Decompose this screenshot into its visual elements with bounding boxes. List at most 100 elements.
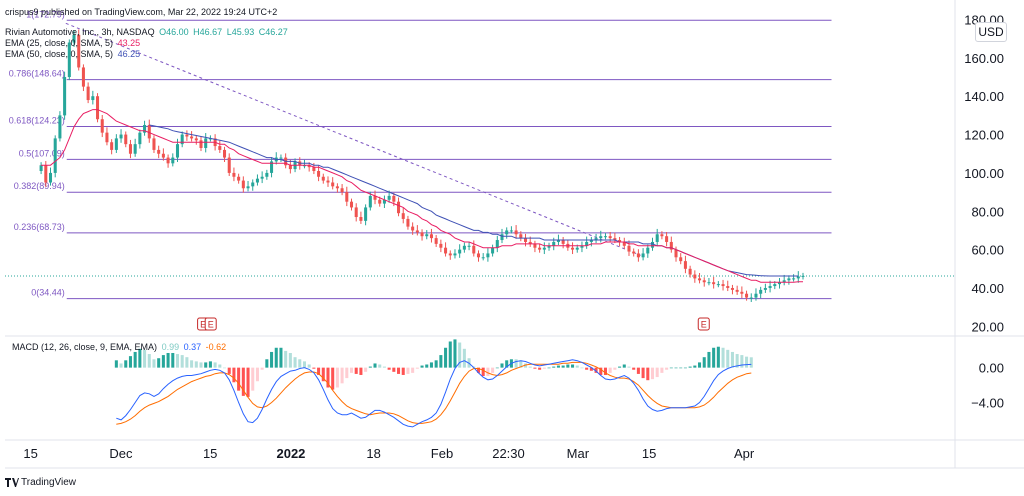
candle-body xyxy=(335,186,339,189)
macd-line xyxy=(116,359,752,428)
candle-body xyxy=(382,199,386,204)
macd-signal-value: -0.62 xyxy=(205,342,227,352)
candle-body xyxy=(462,245,466,250)
candle-body xyxy=(627,245,631,252)
candle-body xyxy=(698,278,702,281)
macd-histogram-bar xyxy=(528,366,532,368)
candle-body xyxy=(387,195,391,200)
candle-body xyxy=(345,192,349,202)
macd-histogram-bar xyxy=(707,351,711,368)
candle-body xyxy=(265,172,269,177)
candle-body xyxy=(48,172,53,183)
macd-histogram-bar xyxy=(321,367,325,382)
macd-histogram-bar xyxy=(481,367,485,377)
currency-button[interactable]: USD xyxy=(975,22,1007,42)
macd-histogram-bar xyxy=(270,351,274,368)
macd-histogram-bar xyxy=(712,347,716,368)
macd-histogram-bar xyxy=(735,354,739,368)
candle-body xyxy=(39,165,43,171)
candle-body xyxy=(523,238,528,242)
ema25-line xyxy=(41,109,804,283)
macd-histogram-bar xyxy=(340,367,344,384)
candle-body xyxy=(218,146,222,150)
macd-histogram-bar xyxy=(312,367,316,369)
macd-histogram-bar xyxy=(716,346,720,368)
candle-body xyxy=(693,274,697,279)
price-tick-label: 40.00 xyxy=(971,281,1004,296)
ema25-legend: EMA (25, close, 0, SMA, 5) 43.25 xyxy=(5,38,140,48)
macd-histogram-bar xyxy=(476,367,481,373)
macd-histogram-bar xyxy=(660,367,664,373)
fib-level-label: 0.382(89.94) xyxy=(14,181,65,191)
candle-body xyxy=(683,261,687,269)
macd-histogram-bar xyxy=(669,367,673,369)
candle-body xyxy=(411,226,415,231)
candle-body xyxy=(340,188,344,193)
price-tick-label: 160.00 xyxy=(964,51,1004,66)
macd-histogram-bar xyxy=(387,367,391,370)
candle-body xyxy=(241,180,245,189)
macd-histogram-bar xyxy=(448,341,452,368)
macd-histogram-bar xyxy=(260,367,264,370)
macd-histogram-bar xyxy=(514,359,518,368)
macd-label: MACD (12, 26, close, 9, EMA, EMA) xyxy=(12,342,158,352)
time-tick-label: Feb xyxy=(431,446,453,461)
candle-body xyxy=(603,236,607,238)
macd-histogram-bar xyxy=(185,357,189,368)
macd-histogram-bar xyxy=(284,350,288,368)
candle-body xyxy=(96,96,100,120)
macd-histogram-bar xyxy=(373,363,377,368)
macd-histogram-bar xyxy=(679,367,683,369)
macd-histogram-bar xyxy=(566,364,570,368)
macd-signal-line xyxy=(116,361,752,425)
macd-histogram-bar xyxy=(378,364,382,368)
macd-histogram-bar xyxy=(331,367,335,390)
macd-histogram-bar xyxy=(698,362,702,368)
candle-body xyxy=(415,230,419,233)
macd-histogram-bar xyxy=(650,367,655,380)
candle-body xyxy=(533,243,537,248)
macd-histogram-bar xyxy=(204,362,208,368)
ema50-legend: EMA (50, close, 0, SMA, 5) 46.25 xyxy=(5,49,140,59)
macd-histogram-bar xyxy=(453,339,457,368)
macd-histogram-bar xyxy=(152,359,156,368)
tradingview-footer[interactable]: TradingView xyxy=(5,477,76,488)
macd-histogram-bar xyxy=(683,367,687,369)
macd-histogram-bar xyxy=(608,367,612,373)
candle-body xyxy=(622,241,626,246)
macd-hist-value: 0.99 xyxy=(161,342,180,352)
candle-body xyxy=(519,234,523,239)
macd-histogram-bar xyxy=(364,367,368,372)
macd-histogram-bar xyxy=(721,347,725,368)
candle-body xyxy=(538,247,542,250)
candle-body xyxy=(100,119,104,133)
macd-histogram-bar xyxy=(190,360,194,368)
candle-body xyxy=(726,286,730,288)
candle-body xyxy=(434,238,438,244)
candle-body xyxy=(44,165,48,183)
macd-histogram-bar xyxy=(627,366,631,368)
macd-histogram-bar xyxy=(749,357,753,368)
macd-histogram-bar xyxy=(119,363,123,368)
candle-body xyxy=(317,171,321,177)
candle-body xyxy=(721,284,725,287)
macd-histogram-bar xyxy=(429,362,433,368)
price-tick-label: 20.00 xyxy=(971,319,1004,334)
candle-body xyxy=(110,142,114,150)
candle-body xyxy=(392,195,396,202)
candle-body xyxy=(349,201,354,208)
candle-body xyxy=(81,67,85,87)
ema50-label: EMA (50, close, 0, SMA, 5) xyxy=(5,49,114,59)
macd-histogram-bar xyxy=(740,355,744,368)
macd-histogram-bar xyxy=(730,351,734,368)
time-tick-label: 18 xyxy=(366,446,380,461)
macd-histogram-bar xyxy=(420,365,424,368)
candle-body xyxy=(730,287,734,290)
candle-body xyxy=(618,240,622,242)
macd-histogram-bar xyxy=(411,367,415,373)
price-tick-label: 100.00 xyxy=(964,166,1004,181)
macd-histogram-bar xyxy=(237,367,241,391)
macd-histogram-bar xyxy=(180,355,184,368)
